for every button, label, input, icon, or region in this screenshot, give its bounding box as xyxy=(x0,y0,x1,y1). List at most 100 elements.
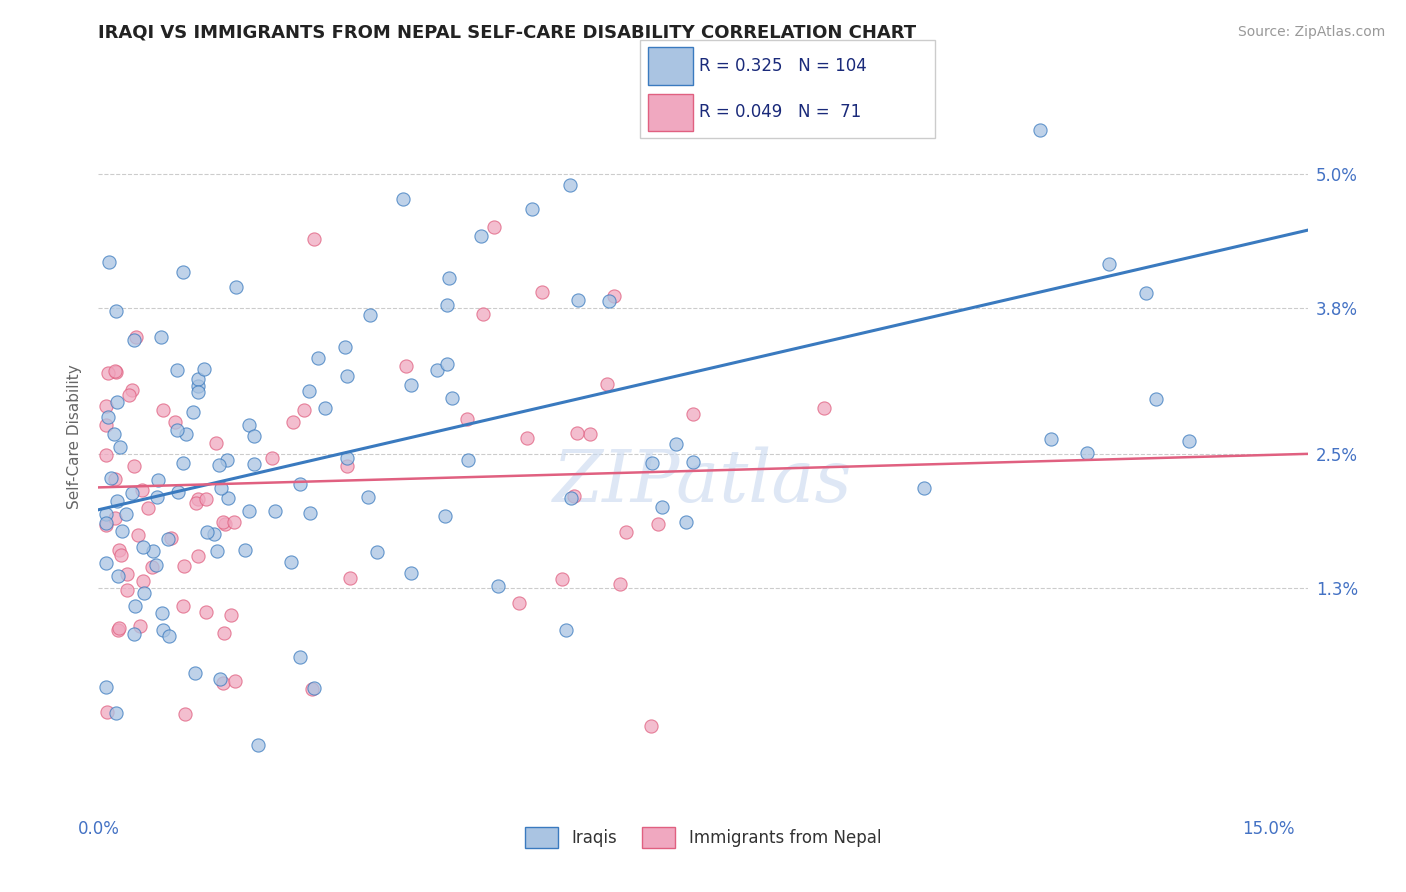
Point xyxy=(336,368,359,383)
Point xyxy=(108,542,131,557)
Point xyxy=(166,423,188,437)
Point xyxy=(530,285,553,300)
Point xyxy=(609,577,631,591)
Point xyxy=(437,271,460,285)
Point xyxy=(675,516,697,530)
Point xyxy=(132,541,155,555)
Point xyxy=(163,415,186,429)
Point xyxy=(172,599,194,614)
Point xyxy=(96,507,118,521)
Point xyxy=(457,453,479,467)
Point xyxy=(596,377,619,392)
Point xyxy=(104,364,127,378)
Point xyxy=(187,549,209,564)
Point xyxy=(107,395,129,409)
Point xyxy=(104,510,127,524)
Point xyxy=(100,470,122,484)
Point xyxy=(219,608,242,623)
Point xyxy=(193,362,215,376)
Point xyxy=(357,490,380,504)
Point xyxy=(125,329,148,343)
Point xyxy=(440,391,463,405)
Point xyxy=(366,545,388,559)
Point xyxy=(107,620,129,634)
Point xyxy=(122,626,145,640)
Point xyxy=(107,624,129,638)
Point xyxy=(110,524,132,538)
Point xyxy=(96,705,118,719)
Point xyxy=(122,333,145,347)
Point xyxy=(336,451,359,466)
Point xyxy=(150,607,173,621)
Point xyxy=(520,202,543,216)
Point xyxy=(187,371,209,385)
Point xyxy=(132,585,155,599)
Point xyxy=(146,473,169,487)
Point xyxy=(307,351,329,366)
Point xyxy=(96,418,118,433)
Point xyxy=(222,515,245,529)
Point xyxy=(115,567,138,582)
Point xyxy=(157,532,180,546)
Point xyxy=(108,440,131,454)
Point xyxy=(132,574,155,588)
Point xyxy=(651,500,673,514)
Point xyxy=(238,504,260,518)
Point xyxy=(104,365,127,379)
Point xyxy=(212,625,235,640)
Text: R = 0.325   N = 104: R = 0.325 N = 104 xyxy=(699,57,866,75)
Point xyxy=(1177,434,1199,448)
Point xyxy=(96,680,118,694)
Point xyxy=(399,566,422,580)
Point xyxy=(118,388,141,402)
Point xyxy=(224,673,246,688)
Point xyxy=(302,232,325,246)
Point xyxy=(456,412,478,426)
Point xyxy=(127,527,149,541)
Point xyxy=(146,490,169,504)
Point xyxy=(217,453,239,467)
Point xyxy=(110,549,132,563)
Point xyxy=(294,403,316,417)
Point xyxy=(117,583,139,598)
Point xyxy=(208,458,231,473)
Point xyxy=(565,426,588,441)
Point xyxy=(472,307,495,321)
Point xyxy=(194,492,217,507)
Point xyxy=(209,481,232,495)
Point xyxy=(187,385,209,400)
Point xyxy=(105,494,128,508)
Point xyxy=(104,706,127,720)
Point xyxy=(212,676,235,690)
Point xyxy=(194,605,217,619)
Point xyxy=(508,596,530,610)
Point xyxy=(1146,392,1168,406)
Point xyxy=(564,489,586,503)
Point xyxy=(225,280,247,294)
Point xyxy=(280,555,302,569)
Point xyxy=(202,526,225,541)
Point xyxy=(103,426,125,441)
Point xyxy=(482,219,505,234)
Point xyxy=(233,542,256,557)
Point xyxy=(264,504,287,518)
Point xyxy=(96,449,118,463)
Point xyxy=(1135,285,1157,300)
Point xyxy=(912,481,935,495)
Point xyxy=(243,429,266,443)
Point xyxy=(301,681,323,696)
Point xyxy=(434,508,457,523)
Point xyxy=(1076,445,1098,459)
Point xyxy=(205,543,228,558)
Point xyxy=(238,417,260,432)
Point xyxy=(392,192,415,206)
Point xyxy=(141,559,163,574)
Point xyxy=(115,507,138,521)
Point xyxy=(359,309,381,323)
Point xyxy=(176,427,198,442)
Point xyxy=(640,719,662,733)
Point xyxy=(470,229,492,244)
Point xyxy=(97,366,120,380)
Point xyxy=(152,624,174,638)
Point xyxy=(486,578,509,592)
